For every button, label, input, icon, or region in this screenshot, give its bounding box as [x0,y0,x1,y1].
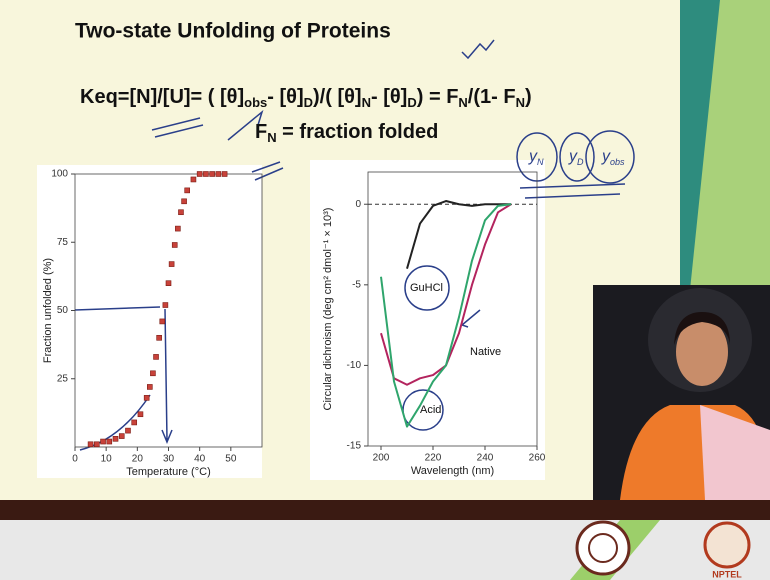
data-point [119,434,124,439]
x-axis-label: Temperature (°C) [126,466,210,478]
text-part: Keq=[N]/[U]= ( [θ] [80,86,244,108]
text-part: /(1- F [468,86,516,108]
series-label: Acid [420,404,441,416]
data-point [210,172,215,177]
series-label: GuHCl [410,282,443,294]
text-part: - [θ] [267,86,303,108]
y-tick-label: -10 [347,360,362,371]
data-point [163,303,168,308]
data-point [191,177,196,182]
definition: FN = fraction folded [255,121,438,145]
data-point [160,319,165,324]
x-axis-label: Wavelength (nm) [411,465,494,477]
data-point [182,199,187,204]
data-point [144,395,149,400]
subscript: obs [244,95,267,110]
y-tick-label: 0 [355,199,361,210]
data-point [216,172,221,177]
figure [37,165,262,478]
y-tick-label: 100 [51,169,68,180]
text-part: - [θ] [371,86,407,108]
data-point [169,262,174,267]
page: NPTEL Two-state Unfolding of Proteins Ke… [0,0,770,580]
subscript: D [577,157,584,167]
slide: NPTEL Two-state Unfolding of Proteins Ke… [0,0,770,580]
data-point [113,436,118,441]
y-tick-label: 25 [57,373,69,384]
x-tick-label: 260 [529,453,546,464]
data-point [185,188,190,193]
x-tick-label: 240 [477,453,494,464]
subscript: D [304,95,313,110]
slide-title: Two-state Unfolding of Proteins [75,20,391,43]
data-point [222,172,227,177]
y-tick-label: -15 [347,441,362,452]
y-axis-label: Fraction unfolded (%) [42,258,54,363]
data-point [107,439,112,444]
subscript: D [407,95,416,110]
data-point [88,442,93,447]
subscript: N [362,95,371,110]
x-tick-label: 20 [132,454,144,465]
data-point [175,226,180,231]
x-tick-label: 30 [163,454,175,465]
x-tick-label: 10 [101,454,113,465]
logo [705,523,749,567]
subscript: obs [610,157,625,167]
data-point [166,281,171,286]
data-point [157,335,162,340]
footer [0,520,770,580]
data-point [197,172,202,177]
y-tick-label: 50 [57,305,69,316]
logo-text: NPTEL [712,569,742,579]
data-point [172,242,177,247]
y-tick-label: 75 [57,237,69,248]
data-point [125,428,130,433]
subscript: N [537,157,544,167]
data-point [154,354,159,359]
series-label: Native [470,346,501,358]
x-tick-label: 0 [72,454,78,465]
y-axis-label: Circular dichroism (deg cm² dmol⁻¹ × 10³… [322,208,334,411]
data-point [132,420,137,425]
x-tick-label: 220 [425,453,442,464]
data-point [178,210,183,215]
subscript: N [458,95,467,110]
data-point [94,442,99,447]
subscript: N [516,95,525,110]
text-part: )/( [θ] [313,86,362,108]
figure [310,160,545,480]
logo [577,522,629,574]
data-point [150,371,155,376]
data-point [138,412,143,417]
x-tick-label: 50 [225,454,237,465]
y-tick-label: -5 [352,279,361,290]
text-part: = fraction folded [277,121,439,143]
text-part: F [255,121,267,143]
text-part: ) = F [417,86,459,108]
data-point [203,172,208,177]
x-tick-label: 200 [373,453,390,464]
data-point [101,439,106,444]
text-part: ) [525,86,532,108]
subscript: N [267,130,276,145]
footer-bar [0,500,770,520]
data-point [147,384,152,389]
x-tick-label: 40 [194,454,206,465]
